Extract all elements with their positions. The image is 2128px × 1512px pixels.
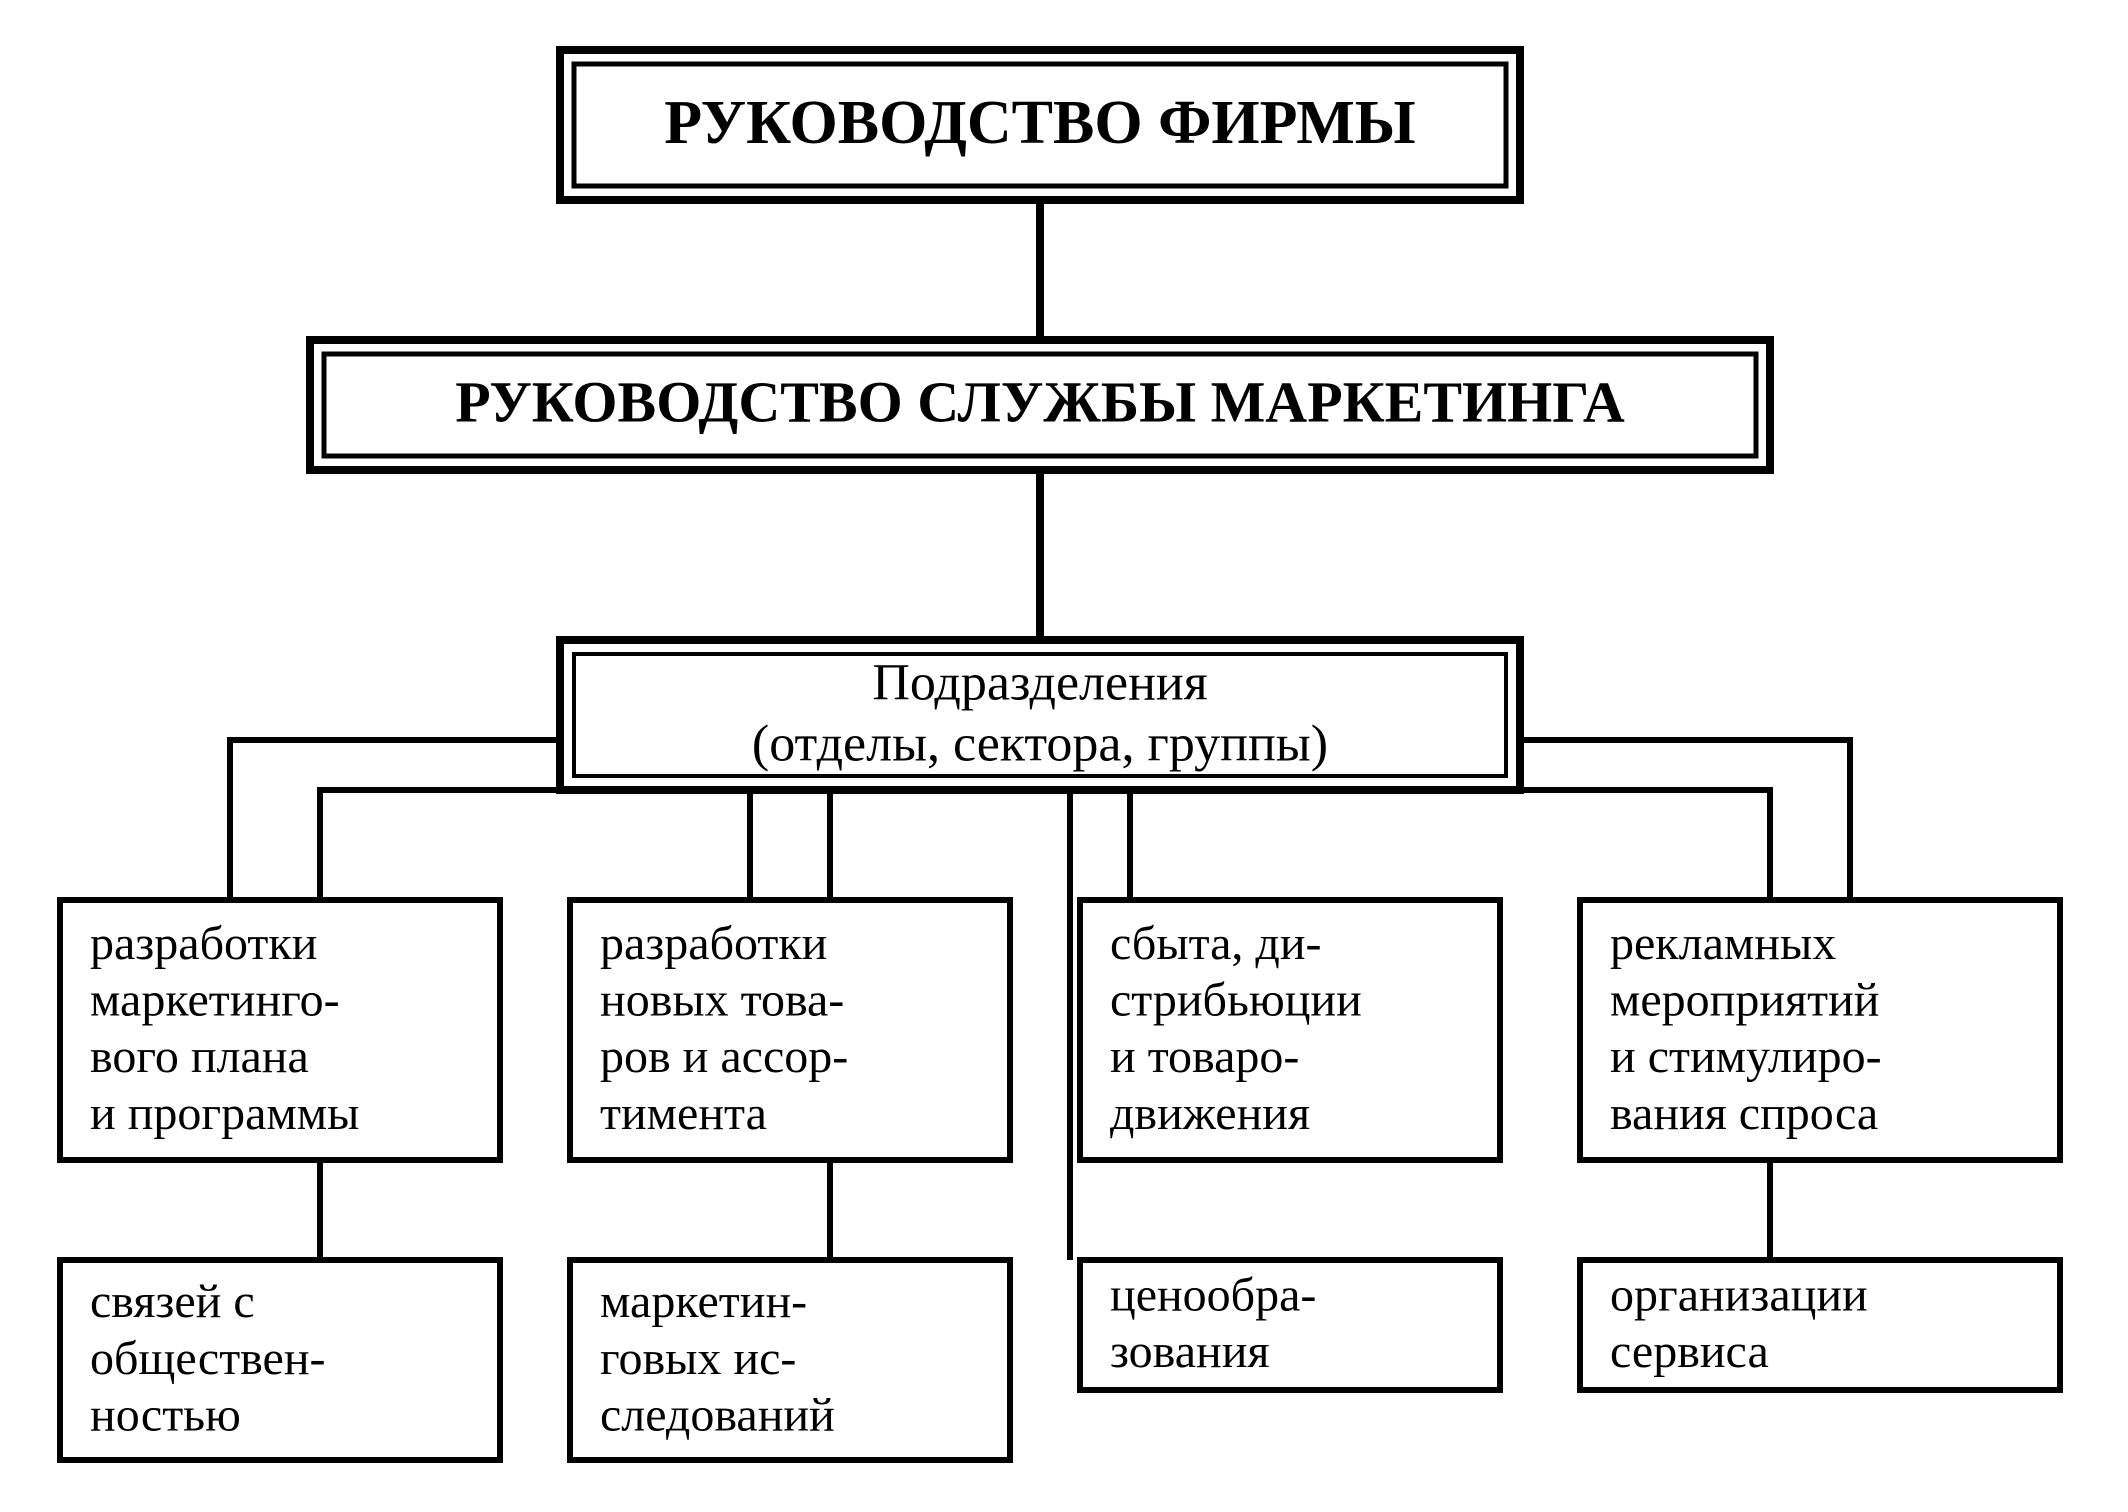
node-text: вания спроса — [1610, 1087, 1878, 1140]
node-text: мероприятий — [1610, 974, 1879, 1027]
node-text: разработки — [600, 917, 827, 970]
node-text: (отделы, сектора, группы) — [752, 716, 1328, 773]
node-text: маркетин- — [600, 1275, 807, 1328]
node-divisions: Подразделения(отделы, сектора, группы) — [560, 640, 1520, 790]
node-text: вого плана — [90, 1030, 309, 1083]
node-text: сервиса — [1610, 1325, 1769, 1378]
node-text: новых това- — [600, 974, 844, 1027]
node-text: стрибьюции — [1110, 974, 1362, 1027]
node-marketing: РУКОВОДСТВО СЛУЖБЫ МАРКЕТИНГА — [310, 340, 1770, 470]
node-text: говых ис- — [600, 1332, 796, 1385]
node-text: ностью — [90, 1388, 241, 1441]
node-text: ров и ассор- — [600, 1030, 848, 1083]
node-text: РУКОВОДСТВО СЛУЖБЫ МАРКЕТИНГА — [455, 370, 1625, 435]
node-n8: организациисервиса — [1580, 1260, 2060, 1390]
node-text: связей с — [90, 1275, 255, 1328]
node-n6: маркетин-говых ис-следований — [570, 1260, 1010, 1460]
node-n7: ценообра-зования — [1080, 1260, 1500, 1390]
node-text: следований — [600, 1388, 835, 1441]
node-text: рекламных — [1610, 917, 1836, 970]
node-n1: разработкимаркетинго-вого планаи програм… — [60, 900, 500, 1160]
node-text: разработки — [90, 917, 317, 970]
node-text: РУКОВОДСТВО ФИРМЫ — [664, 89, 1415, 157]
node-text: и стимулиро- — [1610, 1030, 1882, 1083]
org-chart: РУКОВОДСТВО ФИРМЫ РУКОВОДСТВО СЛУЖБЫ МАРК… — [0, 0, 2128, 1512]
node-text: и товаро- — [1110, 1030, 1299, 1083]
node-root: РУКОВОДСТВО ФИРМЫ — [560, 50, 1520, 200]
node-n4: рекламныхмероприятийи стимулиро-вания сп… — [1580, 900, 2060, 1160]
node-text: зования — [1110, 1325, 1269, 1378]
node-text: движения — [1110, 1087, 1310, 1140]
node-text: сбыта, ди- — [1110, 917, 1322, 970]
node-text: маркетинго- — [90, 974, 340, 1027]
node-n3: сбыта, ди-стрибьюциии товаро-движения — [1080, 900, 1500, 1160]
node-text: Подразделения — [872, 654, 1207, 711]
node-n5: связей собществен-ностью — [60, 1260, 500, 1460]
node-text: тимента — [600, 1087, 767, 1140]
node-text: организации — [1610, 1269, 1868, 1322]
node-text: и программы — [90, 1087, 359, 1140]
node-n2: разработкиновых това-ров и ассор- тимент… — [570, 900, 1010, 1160]
node-text: ценообра- — [1110, 1269, 1316, 1322]
node-text: обществен- — [90, 1332, 326, 1385]
